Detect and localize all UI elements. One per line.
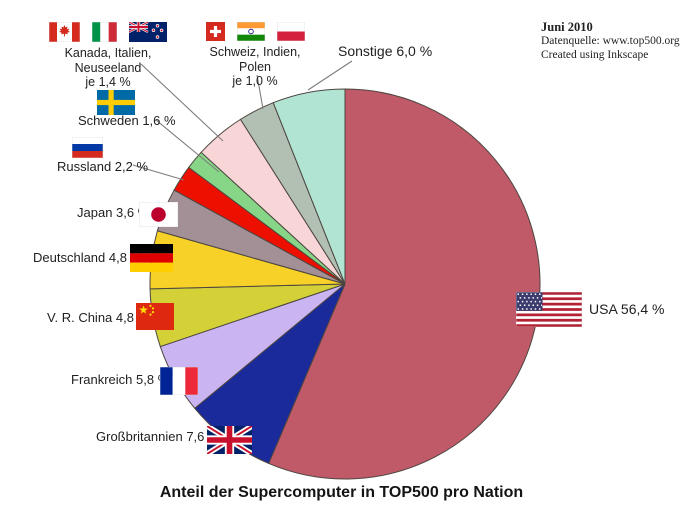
label-deutschland: Deutschland 4,8 %: [33, 250, 143, 265]
flag-japan-icon: [139, 202, 178, 227]
label-group-canada-italy-nz: Kanada, Italien, Neuseeland je 1,4 %: [31, 22, 185, 90]
label-japan: Japan 3,6 %: [77, 205, 150, 220]
label-frankreich: Frankreich 5,8 %: [71, 372, 170, 387]
flag-poland-icon: [276, 22, 305, 41]
label-swiss-group-line2: je 1,0 %: [232, 74, 278, 88]
flag-china-icon: [136, 303, 174, 330]
flag-usa-icon: [516, 292, 582, 327]
meta-date: Juni 2010: [541, 20, 593, 34]
leader-line: [132, 164, 185, 181]
flag-uk-icon: [207, 426, 252, 454]
flag-new-zealand-icon: [129, 22, 167, 42]
pie-slice-sonstige: [272, 88, 346, 285]
label-canada-group-line2: je 1,4 %: [85, 75, 131, 89]
label-grossbritannien: Großbritannien 7,6 %: [96, 429, 220, 444]
flag-india-icon: [236, 22, 265, 41]
flag-row: [192, 22, 318, 41]
flag-switzerland-icon: [205, 22, 225, 41]
flag-france-icon: [160, 367, 198, 395]
leader-line: [155, 119, 220, 173]
label-swiss-group-line1: Schweiz, Indien, Polen: [209, 45, 301, 74]
label-russland: Russland 2,2 %: [57, 159, 149, 174]
meta-source: Datenquelle: www.top500.org: [541, 35, 680, 47]
flag-italy-icon: [92, 22, 117, 42]
label-group-swiss-india-poland: Schweiz, Indien, Polen je 1,0 %: [192, 22, 318, 89]
flag-row: [31, 22, 185, 42]
meta-credit: Created using Inkscape: [541, 49, 649, 61]
flag-russia-icon: [72, 137, 103, 158]
leader-line: [307, 60, 353, 91]
label-schweden: Schweden 1,6 %: [78, 113, 176, 128]
meta-block: Juni 2010 Datenquelle: www.top500.org Cr…: [541, 20, 680, 62]
label-china: V. R. China 4,8 %: [47, 310, 150, 325]
label-canada-group-line1: Kanada, Italien, Neuseeland: [64, 46, 152, 75]
page-title: Anteil der Supercomputer in TOP500 pro N…: [159, 484, 524, 501]
label-sonstige: Sonstige 6,0 %: [338, 43, 433, 59]
leader-line: [256, 74, 264, 110]
flag-canada-icon: [49, 22, 80, 42]
leader-line: [140, 63, 224, 142]
label-usa: USA 56,4 %: [589, 301, 665, 317]
flag-germany-icon: [130, 244, 173, 272]
flag-sweden-icon: [97, 90, 135, 115]
